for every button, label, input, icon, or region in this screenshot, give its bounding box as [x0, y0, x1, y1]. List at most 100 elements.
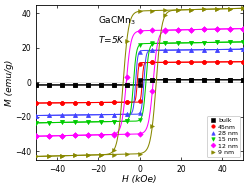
45nm — [151, 61, 154, 64]
12 nm — [99, 134, 102, 136]
28 nm — [86, 114, 89, 116]
28 nm — [60, 114, 63, 116]
28 nm — [35, 114, 38, 117]
Text: GaCMn$_3$: GaCMn$_3$ — [98, 14, 136, 27]
15 nm — [60, 121, 63, 124]
bulk — [190, 79, 193, 81]
15 nm — [203, 41, 206, 44]
bulk — [48, 84, 51, 86]
Line: 15 nm: 15 nm — [34, 40, 245, 125]
15 nm — [190, 42, 193, 44]
X-axis label: H (kOe): H (kOe) — [123, 175, 157, 184]
45nm — [216, 61, 219, 63]
28 nm — [48, 114, 51, 116]
28 nm — [138, 51, 141, 53]
12 nm — [48, 135, 51, 137]
bulk — [164, 79, 167, 81]
12 nm — [138, 30, 141, 32]
45nm — [112, 101, 115, 104]
bulk — [99, 84, 102, 86]
9 nm — [99, 154, 102, 156]
Text: $T$=5K: $T$=5K — [98, 34, 125, 45]
Line: 28 nm: 28 nm — [34, 47, 245, 118]
45nm — [60, 102, 63, 104]
bulk — [177, 79, 180, 81]
45nm — [35, 102, 38, 104]
9 nm — [125, 40, 128, 43]
15 nm — [151, 42, 154, 45]
Line: 45nm: 45nm — [34, 60, 245, 105]
28 nm — [125, 113, 128, 115]
bulk — [203, 79, 206, 81]
45nm — [203, 61, 206, 63]
12 nm — [164, 29, 167, 31]
12 nm — [216, 28, 219, 30]
45nm — [190, 61, 193, 63]
45nm — [138, 63, 141, 65]
bulk — [228, 79, 231, 81]
bulk — [151, 79, 154, 81]
12 nm — [112, 133, 115, 135]
12 nm — [242, 27, 245, 30]
15 nm — [112, 120, 115, 123]
12 nm — [190, 29, 193, 31]
12 nm — [86, 134, 89, 136]
15 nm — [177, 42, 180, 44]
28 nm — [73, 114, 76, 116]
45nm — [164, 61, 167, 64]
bulk — [125, 84, 128, 86]
9 nm — [164, 9, 167, 11]
9 nm — [177, 9, 180, 11]
9 nm — [216, 8, 219, 10]
45nm — [73, 102, 76, 104]
12 nm — [228, 28, 231, 30]
9 nm — [203, 8, 206, 10]
15 nm — [73, 121, 76, 123]
12 nm — [35, 135, 38, 137]
28 nm — [228, 48, 231, 50]
45nm — [242, 60, 245, 63]
28 nm — [151, 49, 154, 51]
bulk — [86, 84, 89, 86]
28 nm — [99, 114, 102, 116]
Line: 9 nm: 9 nm — [34, 6, 245, 158]
45nm — [99, 101, 102, 104]
12 nm — [151, 29, 154, 32]
12 nm — [177, 29, 180, 31]
15 nm — [164, 42, 167, 44]
bulk — [35, 84, 38, 86]
45nm — [48, 102, 51, 104]
15 nm — [216, 41, 219, 43]
bulk — [216, 79, 219, 81]
12 nm — [60, 135, 63, 137]
45nm — [228, 61, 231, 63]
9 nm — [48, 155, 51, 157]
Legend: bulk, 45nm, 28 nm, 15 nm, 12 nm, 9 nm: bulk, 45nm, 28 nm, 15 nm, 12 nm, 9 nm — [207, 116, 240, 157]
bulk — [112, 84, 115, 86]
9 nm — [86, 154, 89, 156]
15 nm — [228, 41, 231, 43]
45nm — [177, 61, 180, 63]
9 nm — [190, 9, 193, 11]
28 nm — [164, 49, 167, 51]
28 nm — [216, 48, 219, 51]
15 nm — [35, 122, 38, 124]
12 nm — [73, 134, 76, 136]
9 nm — [242, 7, 245, 9]
45nm — [86, 101, 89, 104]
9 nm — [112, 149, 115, 151]
15 nm — [242, 41, 245, 43]
12 nm — [203, 28, 206, 30]
Line: bulk: bulk — [34, 78, 245, 87]
28 nm — [190, 49, 193, 51]
15 nm — [99, 121, 102, 123]
15 nm — [138, 44, 141, 46]
bulk — [60, 84, 63, 86]
bulk — [138, 79, 141, 81]
9 nm — [151, 9, 154, 12]
9 nm — [60, 155, 63, 157]
12 nm — [125, 76, 128, 78]
15 nm — [86, 121, 89, 123]
bulk — [242, 79, 245, 81]
45nm — [125, 101, 128, 103]
